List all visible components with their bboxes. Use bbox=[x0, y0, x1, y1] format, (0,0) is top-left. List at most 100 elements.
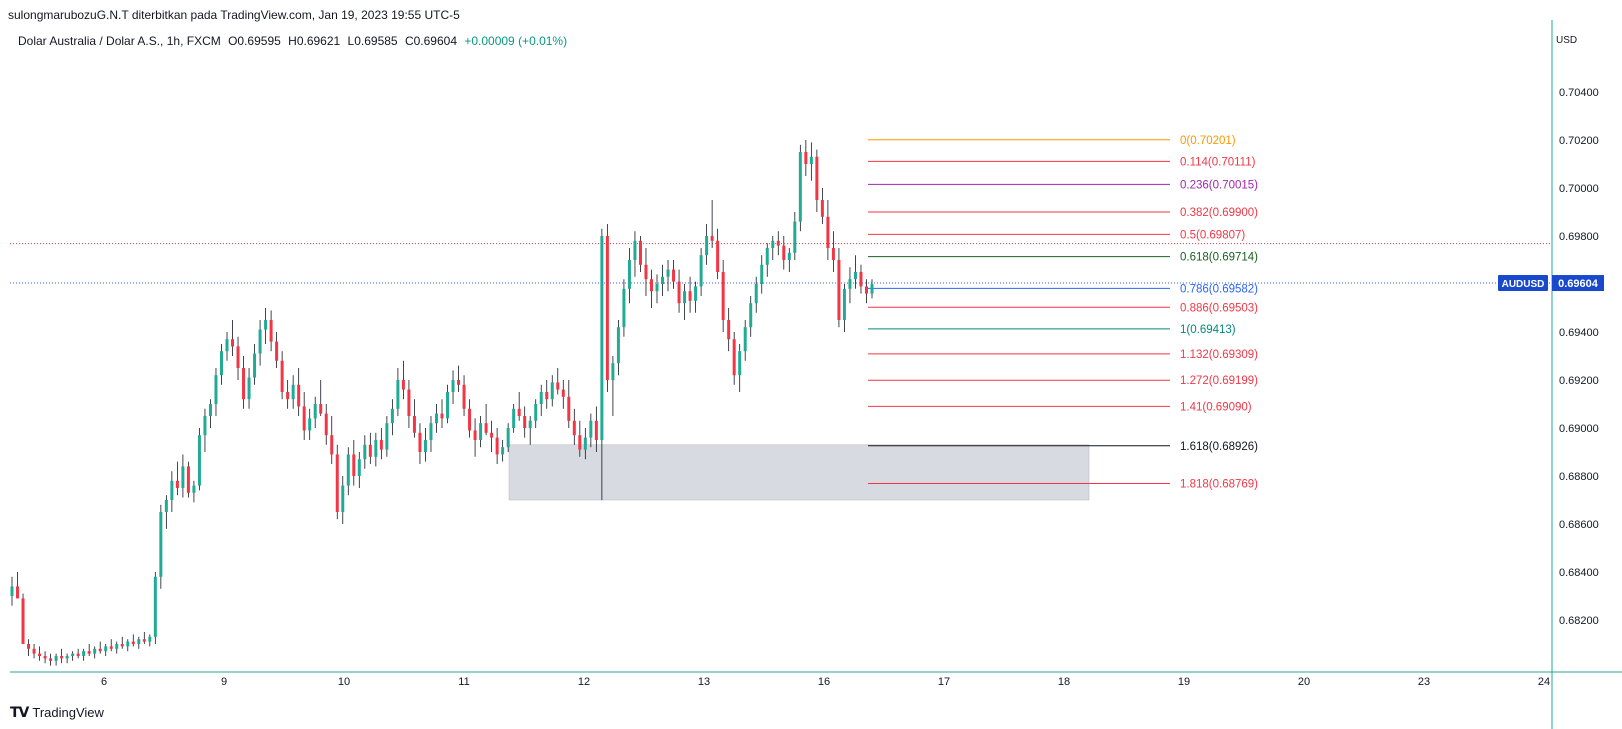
candle bbox=[462, 375, 466, 416]
candle bbox=[490, 420, 494, 452]
candle bbox=[688, 276, 692, 313]
candle bbox=[760, 255, 764, 294]
candle bbox=[545, 380, 549, 409]
candle bbox=[853, 255, 857, 289]
publisher-attribution: sulongmarubozuG.N.T diterbitkan pada Tra… bbox=[8, 8, 460, 22]
time-tick-label: 9 bbox=[221, 676, 227, 688]
candle bbox=[280, 351, 284, 400]
candle bbox=[523, 406, 527, 438]
candle bbox=[661, 264, 665, 296]
candle bbox=[65, 653, 69, 664]
tradingview-brand: TradingView bbox=[32, 705, 104, 720]
candle bbox=[864, 279, 868, 304]
candle bbox=[732, 332, 736, 385]
tradingview-icon: 𝗧𝗩 bbox=[10, 704, 29, 720]
candle bbox=[10, 576, 14, 606]
candle bbox=[71, 651, 75, 661]
time-tick-label: 17 bbox=[938, 676, 950, 688]
candle bbox=[346, 447, 350, 496]
candle bbox=[104, 644, 108, 656]
candle bbox=[286, 380, 290, 409]
candle bbox=[793, 212, 797, 260]
fib-level-label: 0.886(0.69503) bbox=[1180, 302, 1258, 314]
candle bbox=[49, 653, 53, 666]
symbol-name[interactable]: Dolar Australia / Dolar A.S., 1h, FXCM bbox=[18, 34, 221, 48]
tradingview-logo[interactable]: 𝗧𝗩 TradingView bbox=[10, 704, 104, 721]
candle bbox=[43, 651, 47, 664]
candle bbox=[313, 396, 317, 428]
candle bbox=[192, 480, 196, 503]
candle bbox=[109, 639, 113, 652]
candle bbox=[506, 423, 510, 452]
candle bbox=[153, 572, 157, 644]
candle bbox=[38, 646, 42, 661]
candle bbox=[219, 344, 223, 385]
candle bbox=[446, 384, 450, 424]
candle bbox=[627, 248, 631, 304]
candle bbox=[776, 231, 780, 256]
fib-level-label: 0(0.70201) bbox=[1180, 135, 1236, 147]
fib-level-label: 1.132(0.69309) bbox=[1180, 349, 1258, 361]
price-axis-currency: USD bbox=[1556, 35, 1577, 46]
candle bbox=[572, 408, 576, 445]
last-price-tag: AUDUSD 0.69604 bbox=[1498, 275, 1604, 292]
candle bbox=[434, 404, 438, 433]
candle bbox=[352, 440, 356, 486]
candle bbox=[765, 243, 769, 277]
price-tag-value: 0.69604 bbox=[1558, 278, 1599, 290]
time-tick-label: 6 bbox=[101, 676, 107, 688]
candle bbox=[247, 368, 251, 409]
candle bbox=[539, 384, 543, 416]
candle bbox=[809, 142, 813, 181]
fib-level-label: 1.618(0.68926) bbox=[1180, 441, 1258, 453]
fib-level-label: 1.818(0.68769) bbox=[1180, 478, 1258, 490]
candle bbox=[622, 279, 626, 337]
candle bbox=[175, 461, 179, 496]
candle bbox=[473, 418, 477, 457]
ohlc-close: C0.69604 bbox=[404, 34, 457, 48]
candle bbox=[186, 461, 190, 498]
time-tick-label: 12 bbox=[578, 676, 590, 688]
fib-level-label: 0.382(0.69900) bbox=[1180, 207, 1258, 219]
supply-demand-zone[interactable] bbox=[508, 444, 1090, 501]
candle bbox=[727, 308, 731, 352]
price-tick-label: 0.70200 bbox=[1559, 135, 1599, 147]
candle bbox=[27, 639, 31, 656]
candle bbox=[126, 639, 130, 652]
candle bbox=[137, 636, 141, 649]
candle bbox=[32, 644, 36, 659]
candle bbox=[275, 332, 279, 368]
candle bbox=[363, 435, 367, 469]
candle bbox=[264, 308, 268, 344]
candle bbox=[98, 641, 102, 654]
candle bbox=[231, 320, 235, 356]
candle bbox=[148, 634, 152, 647]
candle bbox=[291, 375, 295, 409]
candle bbox=[236, 336, 240, 380]
candle bbox=[677, 269, 681, 313]
candle bbox=[512, 404, 516, 433]
candle bbox=[440, 399, 444, 428]
candle bbox=[870, 279, 874, 299]
candle bbox=[605, 224, 609, 392]
candle bbox=[826, 200, 830, 260]
price-tick-label: 0.69800 bbox=[1559, 231, 1599, 243]
candle bbox=[721, 260, 725, 332]
candle bbox=[694, 281, 698, 313]
candle bbox=[815, 149, 819, 212]
candle bbox=[390, 399, 394, 436]
candle bbox=[644, 248, 648, 296]
candle bbox=[771, 236, 775, 260]
candle bbox=[820, 188, 824, 224]
time-tick-label: 11 bbox=[458, 676, 469, 688]
candle bbox=[787, 248, 791, 272]
candle bbox=[528, 416, 532, 445]
candle bbox=[550, 375, 554, 407]
time-tick-label: 19 bbox=[1178, 676, 1190, 688]
candle bbox=[131, 634, 135, 647]
fib-level-label: 0.786(0.69582) bbox=[1180, 283, 1258, 295]
ohlc-high: H0.69621 bbox=[288, 34, 341, 48]
candle bbox=[556, 368, 560, 395]
candle bbox=[385, 416, 389, 457]
